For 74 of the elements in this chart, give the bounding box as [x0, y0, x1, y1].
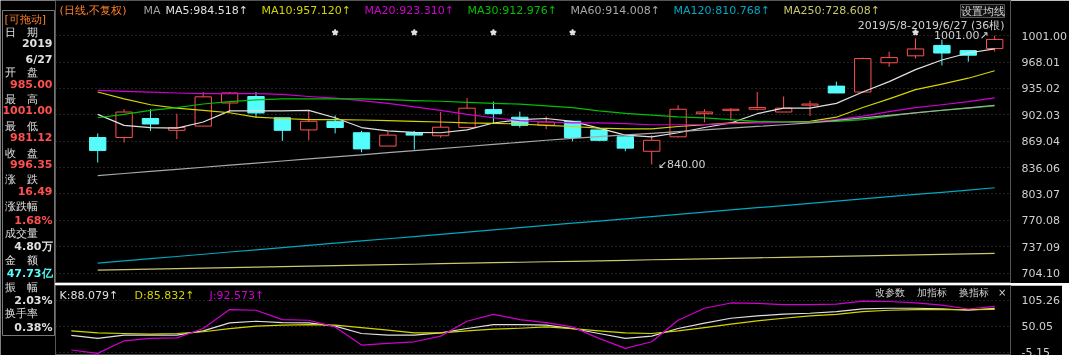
text: 最 高 — [4, 92, 38, 106]
candlestick — [326, 114, 344, 134]
text: 日 期 — [4, 25, 38, 39]
annotation: 换指标 — [958, 286, 989, 298]
text: 16.49 — [17, 184, 53, 198]
line-series — [97, 252, 996, 271]
text: 1001.00 — [2, 104, 53, 118]
text: 涨跌幅 — [4, 200, 38, 214]
candlestick — [273, 117, 292, 142]
y-tick-label: 968.01 — [1021, 56, 1060, 70]
text: 1.68% — [14, 213, 53, 227]
line-series — [97, 187, 996, 264]
text: MA60:914.008↑ — [570, 3, 660, 17]
text: MA30:912.976↑ — [467, 3, 557, 17]
text: 2.03% — [14, 293, 53, 307]
line-series — [70, 300, 996, 354]
text: MA250:728.608↑ — [783, 3, 880, 17]
text: 2019 — [21, 37, 53, 51]
text: 996.35 — [10, 157, 53, 171]
y-tick-label: 803.07 — [1021, 187, 1060, 201]
y-tick-label: 50.05 — [1021, 320, 1053, 334]
series-label: J:92.573↑ — [208, 288, 265, 302]
text: 涨 跌 — [4, 173, 38, 187]
text: MA10:957.120↑ — [261, 3, 351, 17]
candlestick — [906, 38, 925, 60]
chart-title: (日线,不复权) — [59, 3, 127, 17]
text: 最 低 — [4, 119, 38, 133]
text: D:85.832↑ — [134, 288, 195, 302]
candlestick — [89, 132, 107, 164]
text: 换手率 — [4, 307, 38, 321]
y-tick-label: 902.03 — [1021, 108, 1060, 122]
y-tick-label: 770.08 — [1021, 214, 1060, 228]
text: MA20:923.310↑ — [364, 3, 454, 17]
y-tick-label: 935.02 — [1021, 82, 1060, 96]
y-tick-label: -5.15 — [1021, 345, 1050, 355]
candlestick — [352, 130, 371, 153]
text: 成交量 — [4, 226, 38, 240]
line-series — [97, 104, 996, 177]
text: 金 额 — [4, 253, 38, 267]
annotation: 改参数 — [874, 286, 905, 298]
text: 收 盘 — [4, 146, 38, 160]
text: K:88.079↑ — [59, 288, 119, 302]
candlestick — [405, 130, 423, 151]
candlestick — [141, 108, 160, 132]
candlestick — [300, 110, 318, 141]
y-tick-label: 869.04 — [1021, 135, 1060, 149]
y-tick-label: 704.10 — [1021, 267, 1060, 281]
annotation: 加指标 — [916, 286, 947, 298]
text: 985.00 — [10, 77, 53, 91]
text: 振 幅 — [4, 280, 38, 294]
candlestick — [722, 107, 740, 122]
legend-title: MA — [143, 3, 161, 17]
text: 6/27 — [25, 52, 53, 66]
y-tick-label: 737.09 — [1021, 240, 1060, 254]
y-tick-label: 836.06 — [1021, 161, 1060, 175]
text: 开 盘 — [4, 66, 38, 80]
annotation: × — [998, 286, 1007, 298]
text: 981.12 — [10, 131, 53, 145]
text: MA5:984.518↑ — [165, 3, 248, 17]
text: 47.73亿 — [6, 267, 54, 281]
annotation: 设置均线 — [960, 4, 1005, 18]
candlestick — [643, 134, 661, 165]
y-tick-label: 1001.00 — [1021, 29, 1067, 43]
candlestick — [933, 39, 951, 66]
annotation: 2019/5/8-2019/6/27 (36根) — [857, 18, 1005, 32]
candlestick — [801, 100, 819, 117]
y-tick-label: 105.26 — [1021, 294, 1060, 308]
text: [可拖动] — [4, 12, 47, 26]
annotation: 1001.00↗ — [933, 29, 989, 43]
annotation: ↙840.00 — [657, 157, 706, 171]
text: MA120:810.768↑ — [673, 3, 770, 17]
candlestick — [880, 51, 898, 68]
text: 0.38% — [14, 320, 53, 334]
text: 4.80万 — [14, 240, 53, 254]
